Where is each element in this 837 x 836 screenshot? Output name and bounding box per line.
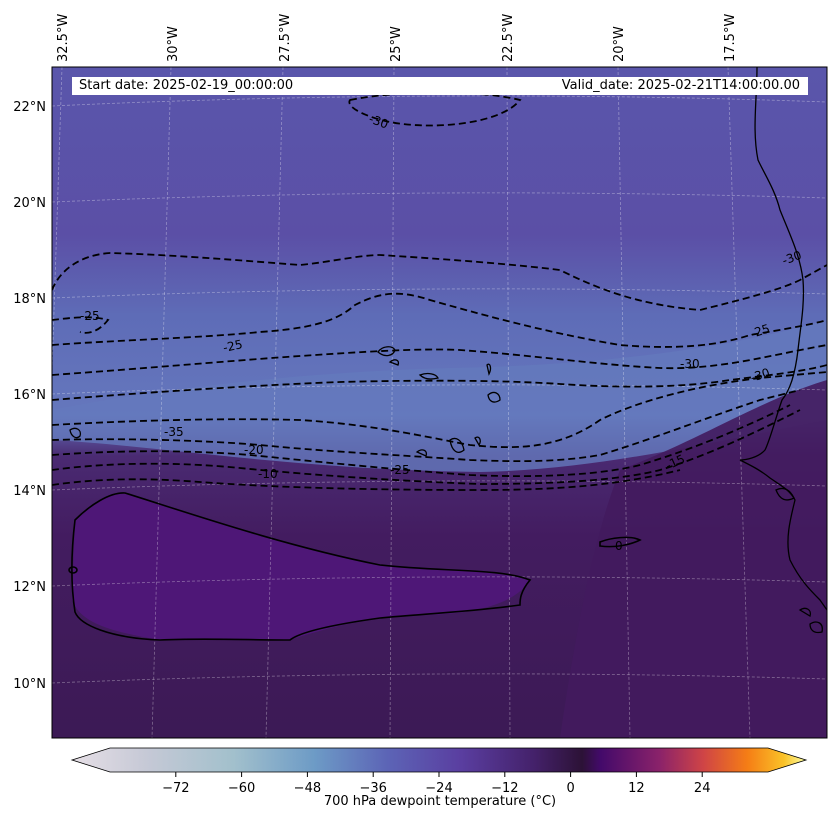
dewpoint-field <box>52 67 827 738</box>
coast-feature-gambia <box>775 487 795 501</box>
contour-minus35 <box>52 371 827 449</box>
coastlines <box>69 67 827 634</box>
colorbar-tick-label: −36 <box>359 781 386 796</box>
map-frame <box>51 66 828 739</box>
start-date: Start date: 2025-02-19_00:00:00 <box>79 78 294 93</box>
island-santo-antao <box>377 346 396 357</box>
colorbar-tick-label: 24 <box>694 781 711 796</box>
latitude-label: 10°N <box>13 677 46 692</box>
contour-label: -30 <box>749 365 772 384</box>
colorbar-tick-label: −12 <box>491 781 518 796</box>
contour-label: -25 <box>749 321 772 340</box>
island-boa-vista <box>487 391 501 403</box>
africa-coastline <box>739 67 827 611</box>
longitude-label: 22.5°W <box>501 14 516 62</box>
coast-feature-west <box>69 427 82 439</box>
contour-minus30-edge <box>52 389 801 463</box>
colorbar-tick-label: −24 <box>425 781 452 796</box>
longitude-labels: 32.5°W 30°W 27.5°W 25°W 22.5°W 20°W 17.5… <box>56 14 738 62</box>
colorbar-body <box>70 747 808 773</box>
contour-minus20 <box>52 404 791 477</box>
contour-minus25-north <box>52 252 827 311</box>
moist-east-region <box>560 380 827 738</box>
longitude-label: 27.5°W <box>278 14 293 62</box>
colorbar-tick-label: 0 <box>566 781 574 796</box>
colorbar-tick-label: −72 <box>162 781 189 796</box>
contour-zero-blob <box>68 566 78 574</box>
latitude-labels: 22°N 20°N 18°N 16°N 14°N 12°N 10°N <box>13 100 46 692</box>
island-santiago <box>449 437 465 453</box>
contour-minus25-west <box>52 316 110 334</box>
longitude-label: 30°W <box>166 26 181 62</box>
header-bar: Start date: 2025-02-19_00:00:00 Valid_da… <box>72 77 808 95</box>
contour-minus25-mid <box>52 292 827 348</box>
contour-minus30-mid <box>52 344 827 376</box>
colorbar-tick-label: −60 <box>228 781 255 796</box>
contour-label: -20 <box>244 443 264 457</box>
colorbar-tick-label: −48 <box>294 781 321 796</box>
dry-band <box>52 320 827 472</box>
island-bijagos-1 <box>798 607 812 617</box>
island-maio <box>474 436 481 447</box>
contour-label: -25 <box>80 309 100 323</box>
longitude-label: 20°W <box>612 26 627 62</box>
island-bijagos-2 <box>809 621 823 634</box>
zero-contours <box>68 492 642 641</box>
longitude-label: 25°W <box>389 26 404 62</box>
latitude-label: 14°N <box>13 484 46 499</box>
contour-label-group: -30 -30 -25 -25 -30 -30 -25 -35 -20 -10 … <box>80 112 803 553</box>
graticule <box>52 67 827 738</box>
island-fogo <box>415 449 428 457</box>
moist-core-region <box>72 492 530 640</box>
contour-label: -25 <box>390 463 410 477</box>
longitude-label: 32.5°W <box>56 14 71 62</box>
contour-minus10 <box>52 469 681 491</box>
island-sao-vicente <box>388 359 400 366</box>
contour-minus30-south <box>52 364 827 401</box>
contour-label: -25 <box>222 337 244 355</box>
colorbar: −72 −60 −48 −36 −24 −12 0 12 24 700 hPa dewpoint… <box>70 747 808 809</box>
contour-label: -30 <box>680 357 700 371</box>
valid-date: Valid_date: 2025-02-21T14:00:00.00 <box>561 78 800 93</box>
contour-label: -30 <box>367 112 390 132</box>
contour-label: -10 <box>258 467 278 481</box>
colorbar-label: 700 hPa dewpoint temperature (°C) <box>324 794 556 809</box>
contour-label: 0 <box>615 539 623 553</box>
island-sao-nicolau <box>418 372 439 380</box>
latitude-label: 12°N <box>13 580 46 595</box>
contour-label: -35 <box>164 425 184 439</box>
colorbar-tick-label: 12 <box>628 781 645 796</box>
latitude-label: 18°N <box>13 292 46 307</box>
longitude-label: 17.5°W <box>723 14 738 62</box>
island-sal <box>486 363 492 376</box>
contour-zero-east <box>599 536 642 548</box>
contour-zero-main <box>71 492 532 641</box>
contour-minus15 <box>52 409 801 485</box>
colorbar-ticks: −72 −60 −48 −36 −24 −12 0 12 24 <box>162 772 710 796</box>
dewpoint-contours <box>52 91 827 491</box>
latitude-label: 20°N <box>13 196 46 211</box>
latitude-label: 22°N <box>13 100 46 115</box>
contour-label: -30 <box>780 248 803 268</box>
latitude-label: 16°N <box>13 388 46 403</box>
